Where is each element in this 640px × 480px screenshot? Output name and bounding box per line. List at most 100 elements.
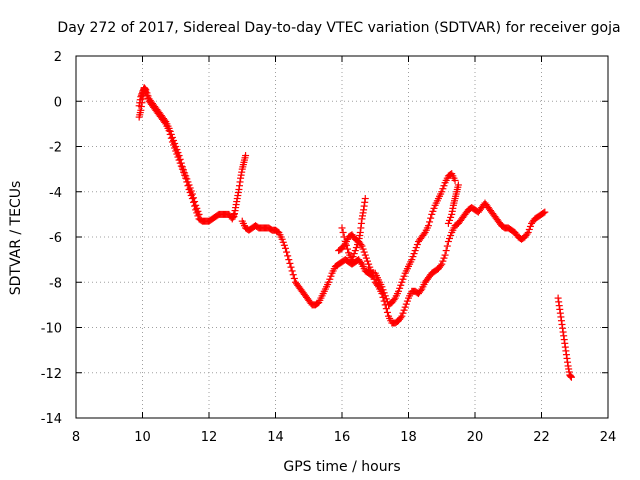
data-point-marker: [181, 169, 189, 177]
data-point-marker: [417, 287, 425, 295]
data-point-marker: [354, 241, 362, 249]
data-point-marker: [327, 272, 335, 280]
data-point-marker: [370, 275, 378, 283]
x-tick-label: 8: [72, 430, 80, 445]
data-point-marker: [351, 247, 359, 255]
data-point-marker: [399, 275, 407, 283]
data-point-marker: [363, 257, 371, 265]
data-point-marker: [360, 248, 368, 256]
data-point-marker: [175, 152, 183, 160]
data-point-marker: [173, 146, 181, 154]
data-point-marker: [454, 181, 462, 189]
data-point-marker: [325, 278, 333, 286]
data-point-marker: [400, 306, 408, 314]
data-point-marker: [540, 209, 548, 217]
data-point-marker: [390, 296, 398, 304]
series-track-midday: [238, 217, 376, 309]
data-point-marker: [167, 130, 175, 138]
data-point-marker: [398, 278, 406, 286]
data-point-marker: [242, 152, 250, 160]
data-point-marker: [439, 257, 447, 265]
data-point-marker: [326, 275, 334, 283]
data-point-marker: [446, 216, 454, 224]
data-point-marker: [341, 238, 349, 246]
data-point-marker: [166, 127, 174, 135]
data-point-marker: [443, 242, 451, 250]
series-track-b-morning: [135, 84, 203, 218]
data-point-marker: [144, 92, 152, 100]
data-point-marker: [438, 188, 446, 196]
x-tick-label: 10: [134, 430, 151, 445]
data-point-marker: [437, 262, 445, 270]
data-point-marker: [174, 149, 182, 157]
data-point-marker: [447, 213, 455, 221]
data-point-marker: [191, 198, 199, 206]
data-point-marker: [289, 271, 297, 279]
data-point-marker: [399, 309, 407, 317]
data-point-marker: [172, 143, 180, 150]
data-point-marker: [171, 139, 179, 147]
data-point-marker: [143, 89, 151, 97]
data-point-marker: [541, 208, 549, 216]
data-point-marker: [350, 250, 358, 258]
data-point-marker: [378, 283, 386, 291]
y-tick-label: -10: [41, 322, 62, 337]
data-point-marker: [426, 218, 434, 226]
data-point-marker: [412, 244, 420, 252]
data-point-marker: [567, 373, 575, 381]
data-point-marker: [451, 176, 459, 184]
data-point-marker: [438, 260, 446, 268]
data-point-marker: [195, 210, 203, 218]
data-point-marker: [361, 251, 369, 259]
x-tick-label: 18: [400, 430, 417, 445]
data-point-marker: [278, 235, 286, 243]
data-point-marker: [186, 184, 194, 192]
data-point-marker: [283, 248, 291, 256]
data-point-marker: [142, 86, 150, 94]
data-point-marker: [287, 263, 295, 271]
data-point-marker: [177, 159, 185, 167]
data-point-marker: [413, 241, 421, 249]
y-tick-labels: -14 -12 -10 -8 -6 -4 -2 0 2: [41, 50, 62, 427]
data-point-marker: [280, 241, 288, 249]
data-point-marker: [361, 195, 369, 203]
data-point-marker: [352, 244, 360, 252]
data-point-marker: [526, 222, 534, 230]
data-point-marker: [192, 201, 200, 209]
data-point-marker: [178, 163, 186, 171]
y-tick-label: -6: [49, 231, 62, 246]
data-point-marker: [400, 272, 408, 280]
data-point-marker: [397, 314, 405, 322]
data-point-marker: [366, 263, 374, 271]
data-point-marker: [401, 303, 409, 311]
data-point-marker: [409, 253, 417, 261]
data-point-marker: [187, 187, 195, 195]
series-track-afternoon-a: [335, 199, 549, 327]
x-tick-label: 24: [600, 430, 617, 445]
data-point-marker: [349, 253, 357, 261]
data-point-marker: [382, 295, 390, 303]
data-point-marker: [524, 228, 532, 236]
series-track-afternoon-d: [444, 181, 462, 227]
data-point-marker: [279, 238, 287, 246]
data-point-marker: [168, 133, 176, 141]
data-point-marker: [180, 166, 188, 174]
data-point-marker: [397, 281, 405, 289]
data-point-marker: [286, 259, 294, 267]
series-track-late: [554, 294, 575, 381]
data-point-marker: [362, 254, 370, 262]
data-point-marker: [183, 175, 191, 183]
data-point-marker: [442, 247, 450, 255]
data-point-marker: [185, 181, 193, 189]
grid-layer: [76, 56, 608, 418]
data-point-marker: [440, 254, 448, 262]
data-point-marker: [398, 312, 406, 320]
data-point-marker: [395, 287, 403, 295]
series-track-afternoon-c: [365, 170, 459, 309]
data-point-marker: [176, 155, 184, 163]
y-tick-label: 0: [54, 95, 62, 110]
data-point-marker: [403, 297, 411, 305]
data-point-marker: [358, 242, 366, 250]
data-point-marker: [290, 274, 298, 282]
